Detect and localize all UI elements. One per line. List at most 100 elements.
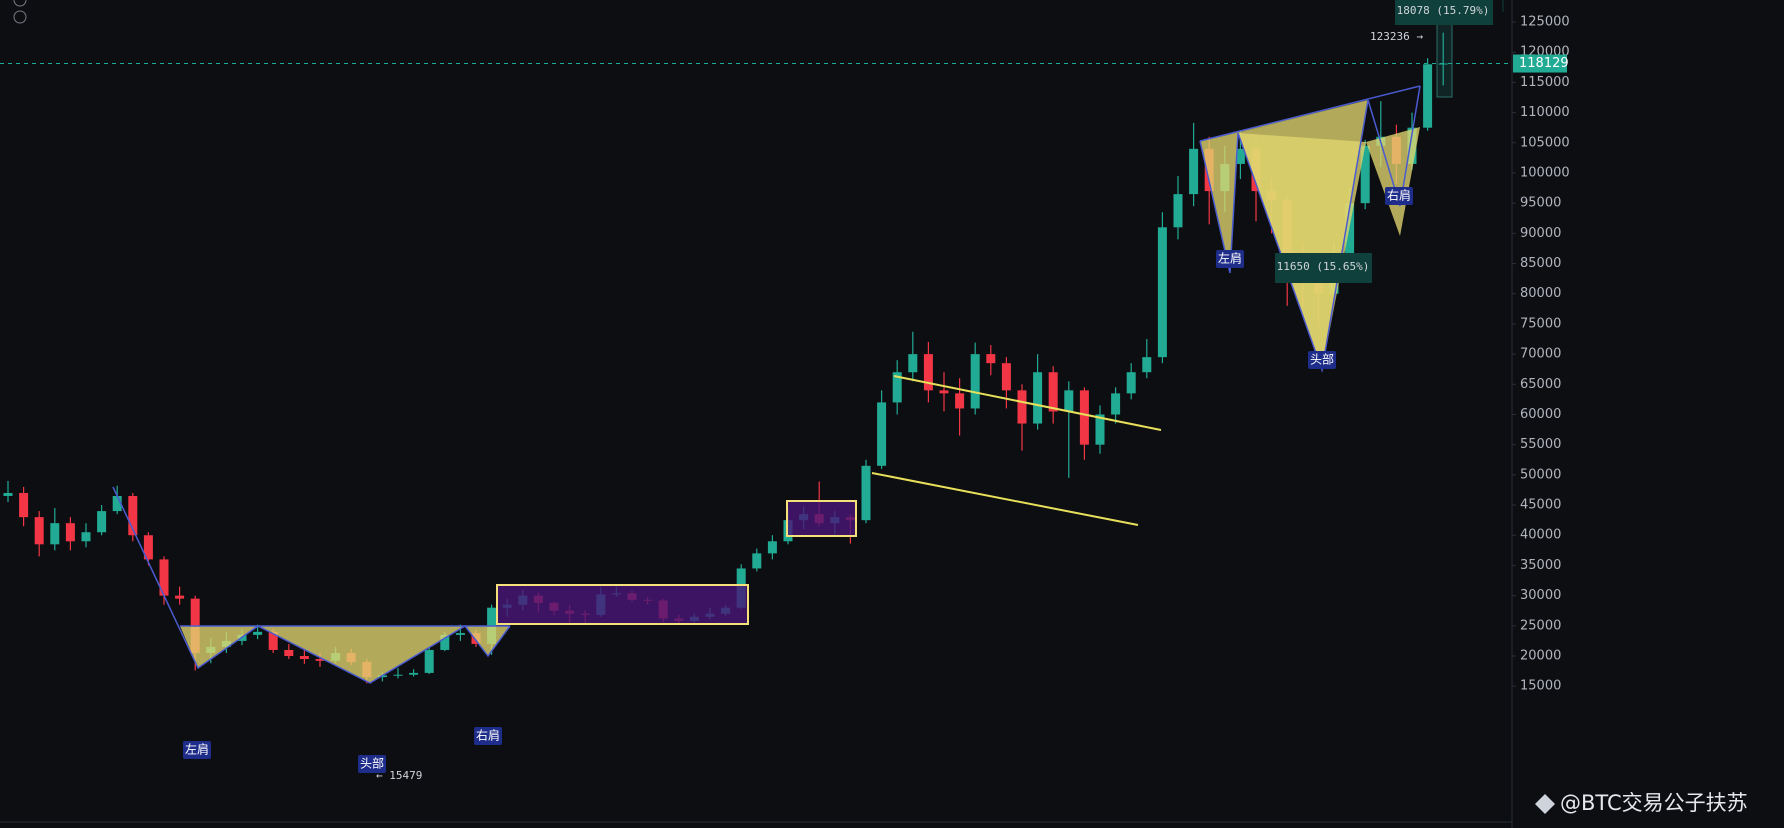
- candle-body: [861, 465, 871, 521]
- candle-body: [409, 672, 419, 675]
- candle-body: [440, 634, 450, 650]
- measure-box: [1275, 253, 1372, 283]
- candle-body: [159, 559, 169, 596]
- y-tick-label: 110000: [1520, 105, 1570, 120]
- candle-body: [1423, 64, 1433, 128]
- candle-body: [892, 372, 902, 403]
- candle-body: [1001, 363, 1011, 391]
- y-tick-label: 95000: [1520, 196, 1561, 211]
- range-box: [496, 584, 749, 625]
- pattern-head: [1238, 100, 1368, 370]
- candle-body: [1345, 203, 1355, 264]
- y-tick-label: 75000: [1520, 316, 1561, 331]
- y-tick-label: 115000: [1520, 75, 1570, 90]
- annotation: 11650 (15.65%): [1277, 260, 1370, 273]
- pattern-label: 头部: [360, 756, 384, 771]
- y-tick-label: 65000: [1520, 377, 1561, 392]
- candle-body: [1111, 393, 1121, 415]
- candle-body: [112, 496, 122, 512]
- candle-body: [986, 354, 996, 364]
- candle-body: [315, 659, 325, 661]
- channel-line: [871, 472, 1139, 526]
- last-price-tag: [1513, 54, 1567, 73]
- last-price-label: 118129: [1519, 56, 1569, 71]
- pattern-label-box: [1216, 250, 1244, 268]
- y-tick-label: 35000: [1520, 558, 1561, 573]
- pattern-label-box: [1308, 351, 1336, 369]
- y-tick-label: 60000: [1520, 407, 1561, 422]
- candle-body: [1017, 390, 1027, 424]
- candle-body: [1157, 227, 1167, 358]
- candle-body: [767, 541, 777, 554]
- pattern-shoulder: [1200, 133, 1238, 273]
- candle-body: [393, 674, 403, 676]
- candle-body: [284, 649, 294, 656]
- candle-body: [1095, 414, 1105, 445]
- candle-body: [1189, 148, 1199, 195]
- candle-body: [97, 511, 107, 533]
- pattern-label-box: [1385, 187, 1413, 205]
- y-tick-label: 40000: [1520, 528, 1561, 543]
- header-icon: [13, 0, 27, 7]
- watermark: @BTC交易公子扶苏: [1560, 791, 1748, 815]
- pattern-shoulder: [180, 626, 258, 668]
- annotation: 123236 →: [1370, 30, 1423, 43]
- candle-body: [424, 649, 434, 673]
- candle-body: [752, 553, 762, 569]
- y-tick-label: 50000: [1520, 467, 1561, 482]
- candle-body: [50, 523, 60, 545]
- pattern-head: [258, 626, 465, 683]
- candle-body: [1064, 390, 1074, 412]
- pattern-shoulder: [465, 626, 510, 656]
- y-tick-label: 105000: [1520, 135, 1570, 150]
- range-box: [786, 500, 857, 537]
- candle-body: [268, 631, 278, 650]
- neckline: [1199, 85, 1421, 142]
- y-tick-label: 100000: [1520, 165, 1570, 180]
- pattern-label: 右肩: [476, 728, 500, 743]
- candle-body: [175, 595, 185, 599]
- candle-body: [299, 656, 309, 660]
- candle-body: [34, 517, 44, 545]
- measure-box: [1395, 0, 1493, 25]
- candle-body: [877, 402, 887, 466]
- pattern-label-box: [183, 741, 211, 759]
- candle-body: [3, 492, 13, 496]
- candle-body: [455, 633, 465, 635]
- y-tick-label: 70000: [1520, 347, 1561, 362]
- candle-body: [955, 393, 965, 409]
- pattern-label-box: [474, 727, 502, 745]
- y-tick-label: 55000: [1520, 437, 1561, 452]
- candle-body: [65, 523, 75, 542]
- pattern-outline: [1199, 85, 1421, 373]
- y-tick-label: 85000: [1520, 256, 1561, 271]
- candle-body: [253, 631, 263, 635]
- y-tick-label: 45000: [1520, 498, 1561, 513]
- candle-body: [908, 354, 918, 373]
- candle-body: [1173, 194, 1183, 228]
- candle-body: [19, 492, 29, 518]
- annotation: 18078 (15.79%): [1397, 4, 1490, 17]
- watermark-logo: [1535, 794, 1555, 814]
- candle-body: [1126, 372, 1136, 394]
- annotation: ← 15479: [376, 769, 422, 782]
- y-tick-label: 30000: [1520, 588, 1561, 603]
- candle-body: [970, 354, 980, 409]
- y-tick-label: 125000: [1520, 15, 1570, 30]
- pattern-drawings: [112, 0, 1504, 684]
- header-icon: [13, 10, 27, 24]
- y-tick-label: 25000: [1520, 618, 1561, 633]
- pattern-label: 头部: [1310, 352, 1334, 367]
- pattern-label: 左肩: [1218, 251, 1242, 266]
- y-tick-label: 20000: [1520, 649, 1561, 664]
- pattern-label: 右肩: [1387, 188, 1411, 203]
- pattern-outline: [112, 486, 511, 684]
- candle-body: [939, 390, 949, 394]
- pattern-label: 左肩: [185, 742, 209, 757]
- candle-body: [1079, 390, 1089, 445]
- y-tick-label: 80000: [1520, 286, 1561, 301]
- candle-body: [923, 354, 933, 391]
- candle-body: [1048, 372, 1058, 412]
